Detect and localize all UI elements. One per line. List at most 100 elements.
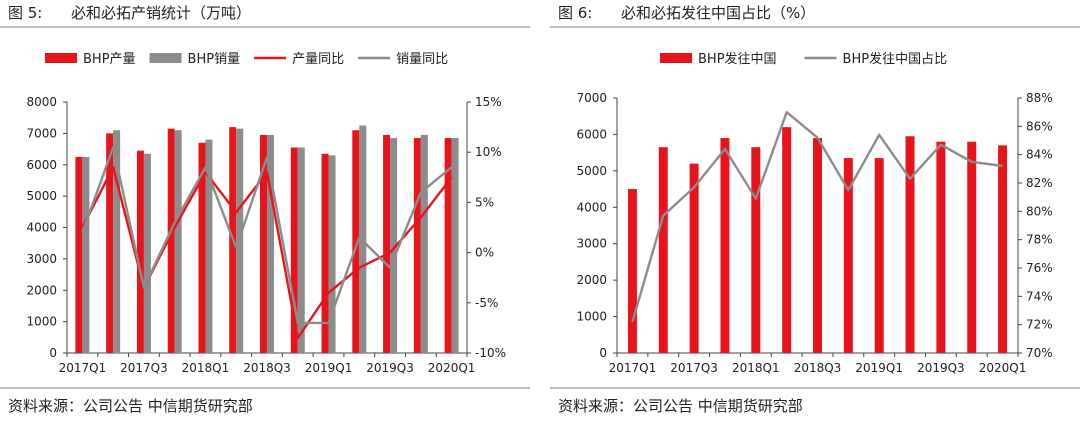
y-right-tick-label: 78% xyxy=(1026,233,1053,247)
y-left-tick-label: 2000 xyxy=(576,273,607,287)
y-right-tick-label: 82% xyxy=(1026,176,1053,190)
legend-label-BHP销量: BHP销量 xyxy=(188,52,241,67)
legend-label-BHP发往中国: BHP发往中国 xyxy=(698,51,777,67)
y-right-tick-label: 88% xyxy=(1026,91,1053,105)
line-BHP发往中国占比 xyxy=(631,110,1003,323)
bar-BHP发往中国-2019Q2 xyxy=(905,136,915,353)
x-tick-label: 2018Q1 xyxy=(182,361,230,375)
bar-BHP销量-2018Q4 xyxy=(297,147,305,353)
y-left-tick-label: 1000 xyxy=(576,310,607,324)
bar-BHP发往中国-2019Q4 xyxy=(967,141,977,353)
figure-6-source: 资料来源：公司公告 中信期货研究部 xyxy=(558,397,803,415)
y-right-tick-label: 74% xyxy=(1026,289,1053,303)
bar-BHP发往中国-2017Q2 xyxy=(658,147,668,353)
bar-BHP销量-2017Q4 xyxy=(174,130,182,353)
x-tick-label: 2020Q1 xyxy=(428,361,476,375)
legend-label-BHP发往中国占比: BHP发往中国占比 xyxy=(843,51,948,67)
x-tick-label: 2019Q3 xyxy=(917,361,965,375)
y-left-tick-label: 6000 xyxy=(576,127,607,141)
y-right-tick-label: 84% xyxy=(1026,148,1053,162)
y-left-tick-label: 2000 xyxy=(26,283,57,297)
legend-label-BHP产量: BHP产量 xyxy=(83,52,136,67)
y-right-tick-label: -5% xyxy=(475,296,498,310)
bar-BHP销量-2019Q4 xyxy=(420,134,428,353)
bar-BHP发往中国-2019Q3 xyxy=(936,141,946,353)
bar-BHP产量-2017Q2 xyxy=(106,133,114,353)
bar-BHP产量-2018Q1 xyxy=(198,142,206,353)
figure-5-title: 图 5: 必和必拓产销统计（万吨） xyxy=(8,2,251,23)
bar-BHP发往中国-2017Q4 xyxy=(720,138,730,353)
bar-BHP发往中国-2019Q1 xyxy=(874,158,884,353)
bar-BHP产量-2017Q1 xyxy=(75,156,83,353)
y-right-tick-label: 86% xyxy=(1026,119,1053,133)
y-left-tick-label: 3000 xyxy=(26,252,57,266)
figure-6-source-rule xyxy=(550,387,1080,389)
bar-BHP产量-2020Q1 xyxy=(444,138,452,353)
y-right-tick-label: 5% xyxy=(475,195,494,209)
legend-swatch-BHP销量 xyxy=(149,53,182,63)
x-tick-label: 2017Q1 xyxy=(609,361,657,375)
y-left-tick-label: 5000 xyxy=(576,164,607,178)
figure-5-source: 资料来源：公司公告 中信期货研究部 xyxy=(8,397,253,415)
line-销量同比 xyxy=(81,145,453,325)
bar-BHP发往中国-2017Q3 xyxy=(689,163,699,353)
y-right-tick-label: 15% xyxy=(475,95,502,109)
y-right-tick-label: 70% xyxy=(1026,346,1053,360)
y-right-tick-label: 10% xyxy=(475,145,502,159)
y-left-tick-label: 4000 xyxy=(26,221,57,235)
y-left-tick-label: 8000 xyxy=(26,95,57,109)
bar-BHP销量-2019Q3 xyxy=(390,138,398,353)
x-tick-label: 2020Q1 xyxy=(979,361,1027,375)
figure-5-chart: 0 1000 2000 3000 4000 5000 6000 7000 8000 -10% -5%… xyxy=(26,52,506,375)
x-tick-label: 2019Q1 xyxy=(305,361,353,375)
bar-BHP发往中国-2020Q1 xyxy=(998,145,1008,353)
bar-BHP产量-2018Q3 xyxy=(260,134,267,353)
x-tick-label: 2019Q1 xyxy=(855,361,903,375)
legend-swatch-BHP产量 xyxy=(45,53,77,63)
bar-BHP销量-2018Q1 xyxy=(205,139,213,353)
legend-label-产量同比: 产量同比 xyxy=(292,52,344,67)
bar-BHP产量-2018Q4 xyxy=(290,147,298,353)
x-tick-label: 2018Q3 xyxy=(794,361,842,375)
figure-6-chart: 0 1000 2000 3000 4000 5000 6000 7000 70% 72% 74% 76… xyxy=(576,51,1053,375)
x-tick-label: 2019Q3 xyxy=(366,361,414,375)
bar-BHP发往中国-2018Q3 xyxy=(813,138,822,353)
x-tick-label: 2017Q3 xyxy=(670,361,718,375)
figure-5-title-rule xyxy=(0,26,530,28)
legend-label-销量同比: 销量同比 xyxy=(396,52,448,67)
bar-BHP产量-2019Q3 xyxy=(383,134,391,353)
bar-BHP产量-2017Q3 xyxy=(136,150,144,353)
y-left-tick-label: 3000 xyxy=(576,237,607,251)
figure-6-title: 图 6: 必和必拓发往中国占比（%） xyxy=(558,2,815,23)
y-left-tick-label: 0 xyxy=(49,346,57,360)
y-left-tick-label: 0 xyxy=(599,346,607,360)
bar-BHP发往中国-2017Q1 xyxy=(627,189,637,353)
y-left-tick-label: 6000 xyxy=(26,158,57,172)
y-left-tick-label: 7000 xyxy=(576,91,607,105)
bar-BHP销量-2019Q1 xyxy=(328,155,336,353)
y-right-tick-label: 80% xyxy=(1026,204,1053,218)
bar-BHP产量-2019Q1 xyxy=(321,153,329,353)
figure-5-number: 图 5: xyxy=(8,4,43,22)
x-tick-label: 2018Q1 xyxy=(732,361,780,375)
x-tick-label: 2017Q1 xyxy=(59,361,107,375)
bar-BHP销量-2017Q3 xyxy=(143,153,151,353)
y-left-tick-label: 5000 xyxy=(26,189,57,203)
figure-6-panel: 图 6: 必和必拓发往中国占比（%） 0 1000 2000 3000 4000 5000… xyxy=(550,0,1080,421)
bar-BHP销量-2020Q1 xyxy=(451,138,459,353)
bar-BHP产量-2019Q4 xyxy=(413,138,421,353)
bar-BHP发往中国-2018Q2 xyxy=(782,127,792,354)
figure-5-source-rule xyxy=(0,387,530,389)
figure-6-title-rule xyxy=(550,26,1080,28)
figure-5-panel: 图 5: 必和必拓产销统计（万吨） 0 1000 2000 3000 4000 5000 6… xyxy=(0,0,530,421)
figure-6-title-text: 必和必拓发往中国占比（%） xyxy=(620,4,816,22)
x-tick-label: 2017Q3 xyxy=(120,361,168,375)
bar-BHP发往中国-2018Q1 xyxy=(751,147,761,353)
legend-swatch-BHP发往中国 xyxy=(660,53,692,63)
bar-BHP销量-2017Q1 xyxy=(82,156,90,353)
bar-BHP销量-2018Q3 xyxy=(267,134,274,353)
y-left-tick-label: 7000 xyxy=(26,126,57,140)
y-right-tick-label: 72% xyxy=(1026,318,1053,332)
bar-BHP发往中国-2018Q4 xyxy=(843,158,853,353)
y-left-tick-label: 4000 xyxy=(576,200,607,214)
